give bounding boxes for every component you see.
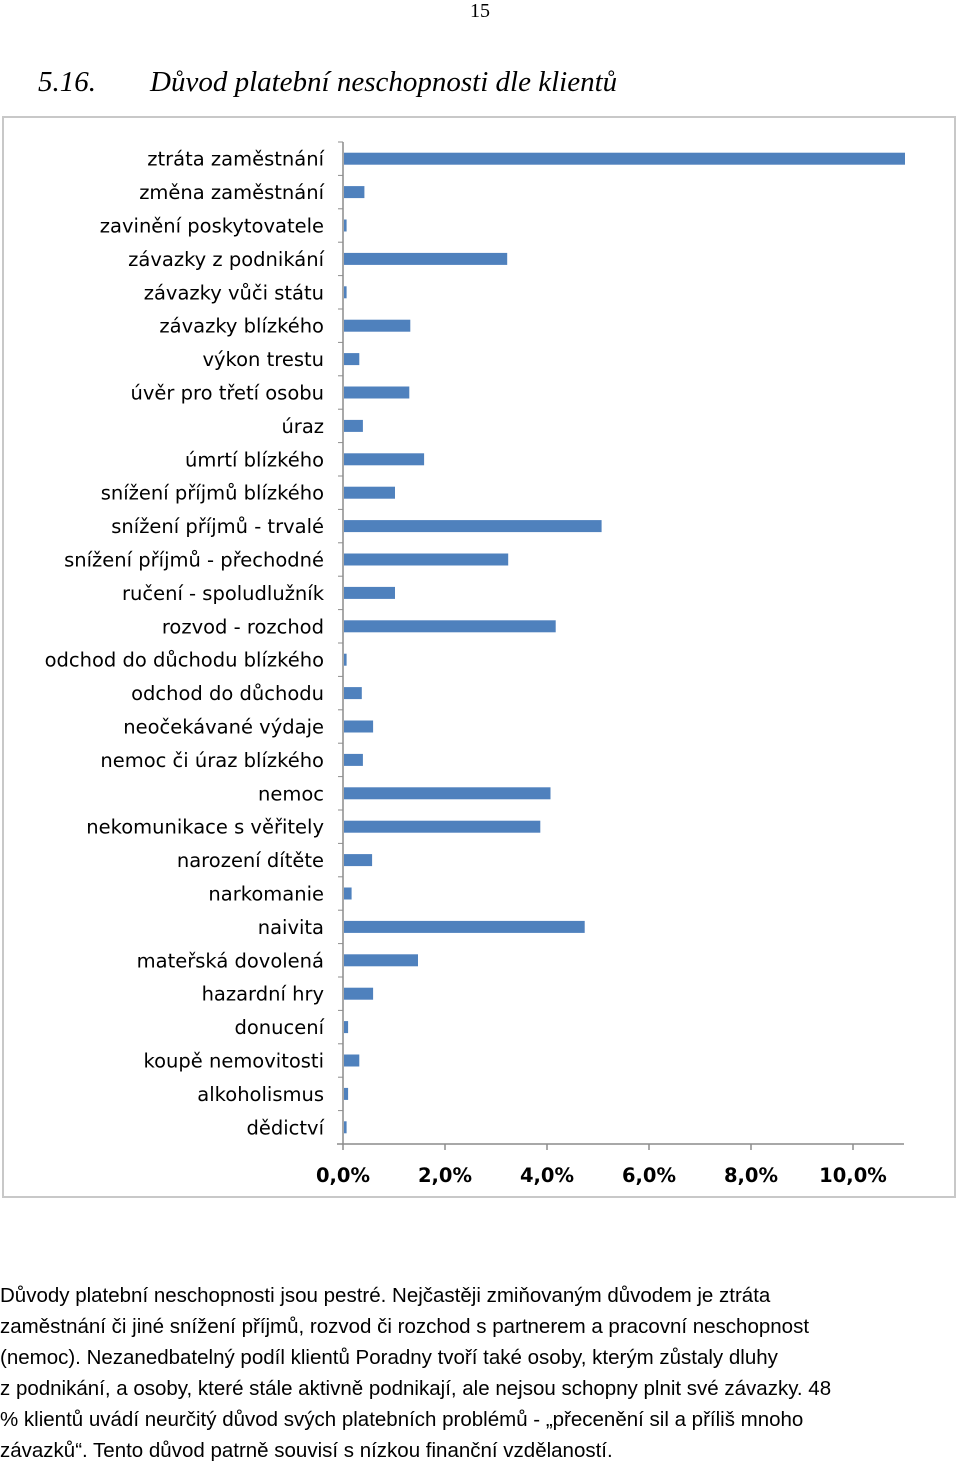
category-label: hazardní hry: [202, 983, 324, 1006]
chart-frame: ztráta zaměstnání změna zaměstnání zaviněn…: [2, 116, 956, 1198]
bar: [344, 820, 541, 833]
category-label: úraz: [281, 415, 324, 438]
section-heading: 5.16. Důvod platební neschopnosti dle kli…: [38, 66, 617, 99]
category-label: odchod do důchodu blízkého: [45, 649, 324, 672]
x-tick-label: 2,0%: [418, 1164, 472, 1187]
bar: [344, 920, 585, 933]
bar: [344, 186, 365, 199]
bar: [344, 653, 347, 666]
paragraph-line: zaměstnání či jiné snížení příjmů, rozvo…: [0, 1315, 810, 1338]
category-label: nemoc: [258, 782, 324, 805]
bar: [344, 1087, 349, 1100]
category-label: nemoc či úraz blízkého: [100, 749, 324, 772]
bar: [344, 453, 425, 466]
bar: [344, 1054, 360, 1067]
bar: [344, 219, 347, 232]
x-tick-label: 4,0%: [520, 1164, 574, 1187]
bar: [344, 887, 352, 900]
category-label: snížení příjmů blízkého: [101, 482, 324, 505]
bar: [344, 720, 374, 733]
x-tick-label: 10,0%: [819, 1164, 887, 1187]
paragraph-line: Důvody platební neschopnosti jsou pestré…: [0, 1284, 771, 1307]
bar: [344, 553, 509, 566]
category-label: naivita: [258, 916, 324, 939]
bar: [344, 987, 374, 1000]
x-tick-label: 6,0%: [622, 1164, 676, 1187]
category-label: úmrtí blízkého: [185, 448, 324, 471]
bar: [344, 954, 418, 967]
x-tick-label: 8,0%: [724, 1164, 778, 1187]
category-label: koupě nemovitosti: [144, 1050, 325, 1073]
bar: [344, 319, 411, 332]
category-label: změna zaměstnání: [139, 181, 324, 204]
bar: [344, 386, 410, 399]
category-label: donucení: [234, 1016, 324, 1039]
category-label: ručení - spoludlužník: [122, 582, 325, 605]
bar: [344, 520, 602, 533]
category-label: úvěr pro třetí osobu: [131, 382, 324, 405]
category-label: alkoholismus: [197, 1083, 324, 1106]
section-title: Důvod platební neschopnosti dle klientů: [150, 66, 618, 98]
section-number: 5.16.: [38, 66, 96, 98]
paragraph-line: % klientů uvádí neurčitý důvod svých pla…: [0, 1408, 804, 1431]
bar: [344, 620, 556, 633]
bar: [344, 486, 395, 499]
category-label: rozvod - rozchod: [162, 615, 324, 638]
category-label: neočekávané výdaje: [123, 716, 324, 739]
category-label: zavinění poskytovatele: [100, 215, 324, 238]
bar: [344, 1021, 349, 1034]
category-label: narození dítěte: [177, 849, 324, 872]
category-label: ztráta zaměstnání: [147, 148, 324, 171]
page-number: 15: [470, 0, 490, 22]
paragraph-line: (nemoc). Nezanedbatelný podíl klientů Po…: [0, 1346, 778, 1369]
category-label: dědictví: [247, 1116, 325, 1139]
bar: [344, 286, 347, 299]
bar: [344, 586, 395, 599]
category-label: závazky blízkého: [159, 315, 324, 338]
paragraph-line: závazků“. Tento důvod patrně souvisí s n…: [0, 1439, 613, 1462]
category-label: výkon trestu: [202, 348, 324, 371]
bar-chart: ztráta zaměstnání změna zaměstnání zaviněn…: [45, 141, 905, 1187]
category-label: závazky vůči státu: [144, 281, 324, 304]
description-paragraph: Důvody platební neschopnosti jsou pestré…: [0, 1280, 958, 1466]
bar: [344, 687, 362, 700]
bar: [344, 787, 551, 800]
bar: [344, 152, 905, 165]
bar: [344, 353, 360, 366]
category-label: snížení příjmů - přechodné: [64, 549, 324, 572]
category-label: závazky z podnikání: [128, 248, 324, 271]
category-label: narkomanie: [208, 883, 324, 906]
category-label: mateřská dovolená: [137, 949, 324, 972]
x-tick-label: 0,0%: [316, 1164, 370, 1187]
bar: [344, 854, 373, 867]
category-label: odchod do důchodu: [131, 682, 324, 705]
category-label: nekomunikace s věřitely: [86, 816, 324, 839]
bar: [344, 419, 363, 432]
bar: [344, 1121, 347, 1134]
paragraph-line: z podnikání, a osoby, které stále aktivn…: [0, 1377, 832, 1400]
bar: [344, 753, 363, 766]
bar: [344, 252, 508, 265]
category-label: snížení příjmů - trvalé: [111, 515, 324, 538]
